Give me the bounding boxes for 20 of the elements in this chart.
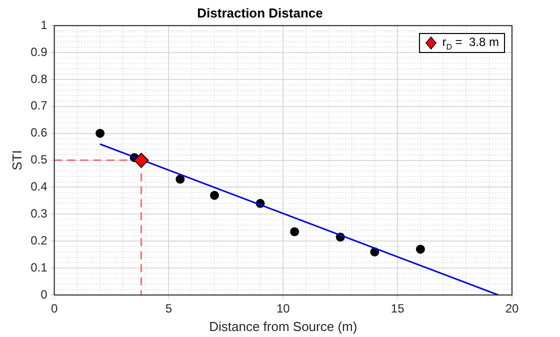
y-tick-label: 1 xyxy=(40,18,48,32)
x-tick-label: 0 xyxy=(50,302,58,316)
y-tick-label: 0.6 xyxy=(30,126,48,140)
y-tick-label: 0.3 xyxy=(30,206,48,220)
y-tick-label: 0 xyxy=(40,287,48,302)
x-axis-title: Distance from Source (m) xyxy=(209,318,358,334)
y-tick-label: 0.7 xyxy=(30,98,48,113)
y-tick-label: 0.1 xyxy=(30,260,48,274)
y-tick-label: 0.4 xyxy=(30,180,48,194)
y-axis-title: STI xyxy=(9,150,24,170)
x-tick-label: 15 xyxy=(390,302,405,316)
y-tick-label: 0.9 xyxy=(30,44,48,59)
y-tick-label: 0.8 xyxy=(30,72,48,86)
chart-title: Distraction Distance xyxy=(197,5,323,20)
y-tick-label: 0.5 xyxy=(30,152,48,167)
y-tick-label: 0.2 xyxy=(30,233,48,248)
x-tick-label: 5 xyxy=(165,302,172,316)
x-tick-label: 20 xyxy=(505,302,519,316)
legend-label: r$_{D}$ = 3.8 m xyxy=(442,34,499,51)
x-tick-label: 10 xyxy=(276,302,290,316)
